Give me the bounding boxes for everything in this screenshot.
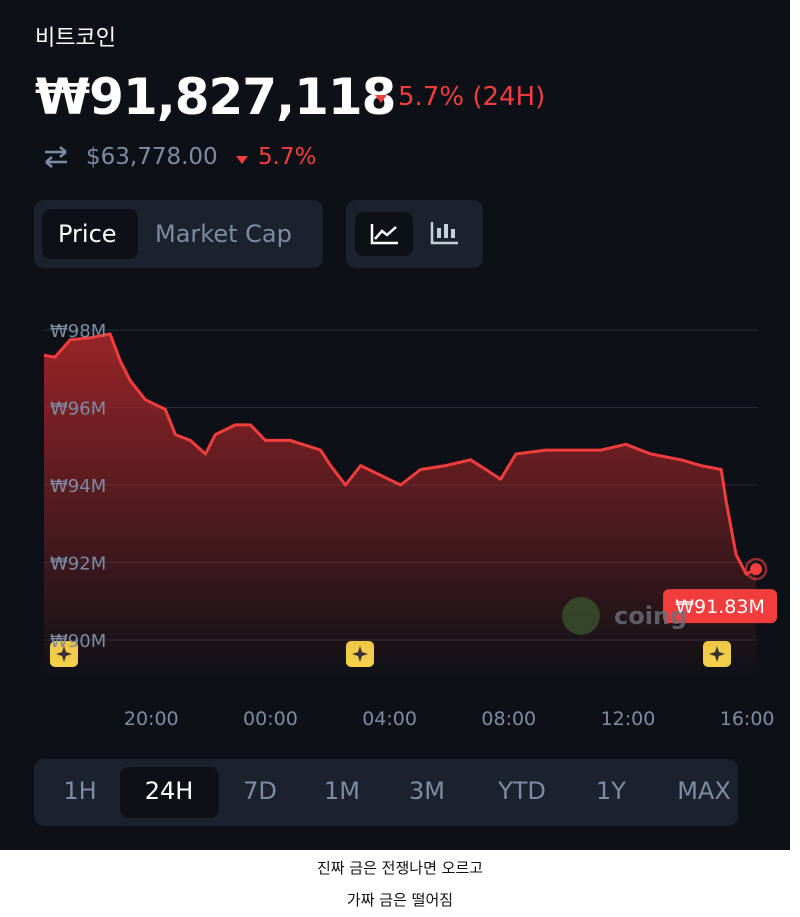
usd-price: $63,778.00 bbox=[86, 144, 218, 170]
price-line bbox=[43, 332, 757, 576]
down-arrow bbox=[236, 156, 248, 164]
y-tick-label: ₩98M bbox=[50, 321, 106, 342]
range-button[interactable]: 3M bbox=[409, 777, 445, 805]
range-button[interactable]: 7D bbox=[243, 777, 277, 805]
x-tick-label: 16:00 bbox=[720, 708, 775, 730]
range-button[interactable]: MAX bbox=[677, 777, 731, 805]
value-label-box bbox=[663, 589, 778, 624]
tab[interactable]: Market Cap bbox=[155, 220, 292, 248]
caption-line: 진짜 금은 전쟁나면 오르고 bbox=[316, 859, 484, 877]
caption-line: 가짜 금은 떨어짐 bbox=[346, 891, 454, 909]
area bbox=[44, 333, 757, 679]
last-point-dot bbox=[750, 563, 763, 576]
x-tick-label: 04:00 bbox=[362, 708, 417, 730]
tab[interactable]: Price bbox=[58, 220, 117, 248]
range-button[interactable]: 1H bbox=[63, 777, 97, 805]
price-chart: 20:00 00:00 04:00 08:00 12:00 16:00 ₩91.83Mcoi… bbox=[43, 321, 778, 730]
candle-icon[interactable] bbox=[430, 220, 460, 246]
watermark: coing bbox=[614, 602, 687, 630]
x-tick-label: 08:00 bbox=[481, 708, 536, 730]
y-tick-label: ₩92M bbox=[50, 554, 106, 575]
range-button[interactable]: 1M bbox=[324, 777, 360, 805]
watermark-logo bbox=[562, 597, 600, 635]
tab-selected bbox=[42, 209, 138, 259]
y-tick-label: ₩94M bbox=[50, 476, 106, 497]
usd-change: 5.7% bbox=[258, 144, 317, 170]
caption: 진짜 금은 전쟁나면 오르고 가짜 금은 떨어짐 bbox=[0, 852, 800, 916]
last-point bbox=[744, 557, 768, 581]
x-tick-label: 00:00 bbox=[243, 708, 298, 730]
value-label: ₩91.83M bbox=[675, 596, 765, 618]
x-tick-label: 20:00 bbox=[124, 708, 179, 730]
range-selected bbox=[120, 767, 219, 818]
coin-name: 비트코인 bbox=[35, 26, 116, 51]
x-tick-label: 12:00 bbox=[601, 708, 656, 730]
line-icon bbox=[370, 224, 398, 245]
range-button[interactable]: YTD bbox=[498, 777, 546, 805]
y-tick-label: ₩96M bbox=[50, 399, 106, 420]
range-button[interactable]: 1Y bbox=[596, 777, 626, 805]
swap-icon bbox=[45, 146, 67, 168]
down-arrow bbox=[375, 95, 387, 103]
range-button[interactable]: 24H bbox=[144, 777, 194, 805]
price: ₩91,827,118 bbox=[35, 68, 396, 126]
coin-panel: 비트코인 ₩91,827,118 5.7% (24H) $63,778.00 5… bbox=[0, 0, 790, 850]
price-change: 5.7% (24H) bbox=[398, 82, 546, 112]
y-tick-label: ₩90M bbox=[50, 631, 106, 652]
